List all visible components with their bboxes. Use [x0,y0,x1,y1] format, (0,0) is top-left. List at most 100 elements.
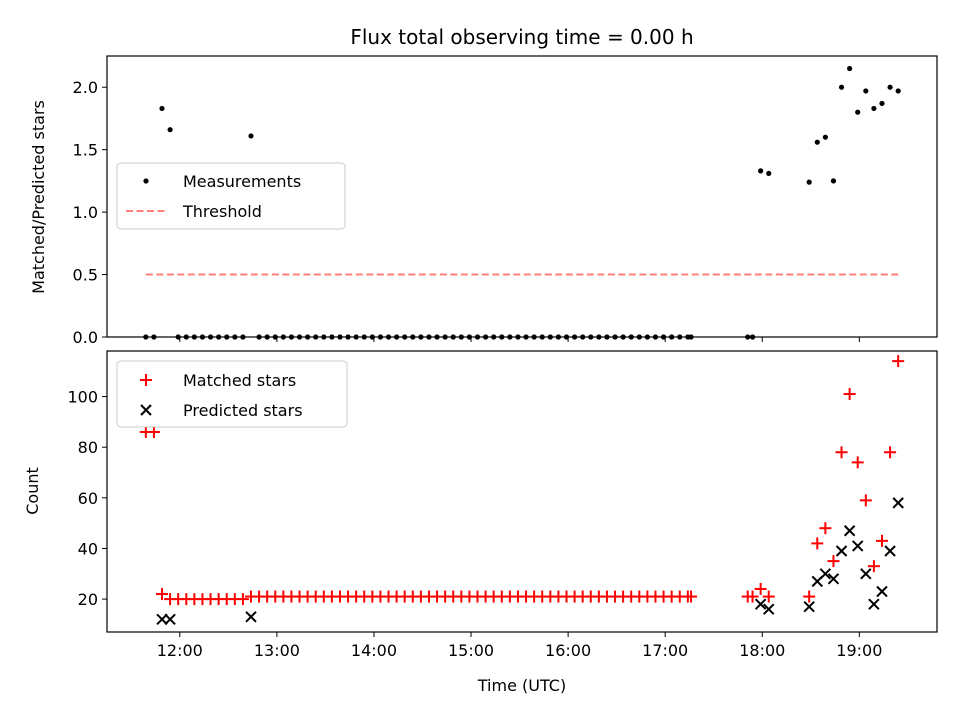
y-tick-label: 1.5 [73,141,98,160]
x-axis-label: Time (UTC) [477,676,566,695]
y-tick-label: 1.0 [73,203,98,222]
predicted-star-point [860,568,872,580]
bottom-data-marks [139,355,905,626]
predicted-star-point-b [819,568,832,580]
predicted-star-point [876,585,888,598]
predicted-star-point [868,598,880,610]
matched-star-point [746,590,759,603]
predicted-star-point-b [164,613,176,626]
matched-star-point [685,590,698,603]
measurement-point [855,109,861,115]
legend-predicted-label: Predicted stars [183,401,303,420]
top-y-ticks: 0.0 0.5 1.0 1.5 2.0 [73,78,107,347]
measurement-point [758,168,764,174]
y-tick-label: 80 [78,438,98,457]
y-tick-label: 0.5 [73,266,98,285]
bottom-plot-frame [106,350,938,633]
measurement-point [766,170,772,176]
predicted-star-point [763,603,775,615]
y-tick-label: 20 [78,590,98,609]
legend-threshold-label: Threshold [182,202,262,221]
predicted-star-point-b [245,611,257,623]
x-tick-label: 14:00 [351,641,397,660]
legend-matched-label: Matched stars [183,371,296,390]
measurement-point [248,133,254,139]
predicted-star-point [819,568,832,580]
predicted-star-point [843,525,856,537]
predicted-star-point [754,598,767,610]
bottom-y-axis-label: Count [23,467,42,515]
matched-star-point [762,590,775,603]
bottom-y-ticks: 20 40 60 80 100 [67,388,107,609]
x-tick-label: 12:00 [157,641,203,660]
legend-predicted-marker [140,404,152,416]
predicted-star-point-b [156,613,168,626]
x-tick-label: 17:00 [642,641,688,660]
matched-star-point [754,582,767,595]
measurement-point [879,100,885,107]
measurement-point [830,178,837,184]
x-tick-label: 16:00 [545,641,591,660]
matched-star-point [884,446,897,459]
top-legend: Measurements Threshold [116,162,346,230]
matched-star-point [835,446,848,459]
predicted-star-point [245,611,257,623]
predicted-star-point [156,613,168,626]
legend-measurements-marker [143,178,149,184]
x-tick-label: 19:00 [836,641,882,660]
matched-star-point [147,426,160,439]
matched-star-point [892,355,905,368]
predicted-star-point-b [763,603,775,615]
bottom-legend-box [116,360,348,428]
matched-star-point [819,522,832,535]
chart-title: Flux total observing time = 0.00 h [350,25,693,49]
predicted-star-point [835,545,848,557]
predicted-star-point [827,573,840,585]
top-data-marks [143,65,901,340]
measurement-point [887,84,893,90]
predicted-star-point-b [835,545,848,557]
top-x-ticks [179,337,860,342]
predicted-star-point-b [803,600,815,613]
matched-star-point [156,588,169,601]
predicted-star-point-b [754,598,767,610]
matched-star-point [803,590,816,603]
matched-star-point [236,593,249,606]
measurement-point [822,134,828,140]
top-y-axis-label: Matched/Predicted stars [29,100,48,294]
y-tick-label: 60 [78,489,98,508]
top-legend-box [116,162,346,230]
x-tick-label: 15:00 [448,641,494,660]
predicted-star-point-b [868,598,880,610]
matched-star-point [811,537,824,550]
predicted-star-point [884,545,896,557]
x-tick-label: 18:00 [739,641,785,660]
matched-star-point [875,534,888,547]
predicted-star-point [852,540,864,552]
matched-star-point [843,388,856,401]
measurement-point [871,105,877,112]
predicted-star-point-b [876,585,888,598]
bottom-x-ticks: 12:00 13:00 14:00 15:00 16:00 17:00 18:00 19:00 [157,632,882,660]
predicted-star-point-b [852,540,864,552]
measurement-point [806,179,812,185]
predicted-star-point [892,497,904,509]
y-tick-label: 40 [78,539,98,558]
measurement-point [167,127,173,133]
y-tick-label: 100 [67,388,98,407]
predicted-star-point-b [892,497,904,509]
y-tick-label: 2.0 [73,78,98,97]
measurement-point [159,105,165,112]
measurement-point [895,88,901,94]
matched-star-point [859,494,872,507]
x-tick-label: 13:00 [254,641,300,660]
measurement-point [847,65,853,72]
legend-matched-marker [140,374,152,386]
top-plot-frame [106,55,938,338]
matched-star-point [851,456,864,469]
predicted-star-point [803,600,815,613]
y-tick-label: 0.0 [73,328,98,347]
